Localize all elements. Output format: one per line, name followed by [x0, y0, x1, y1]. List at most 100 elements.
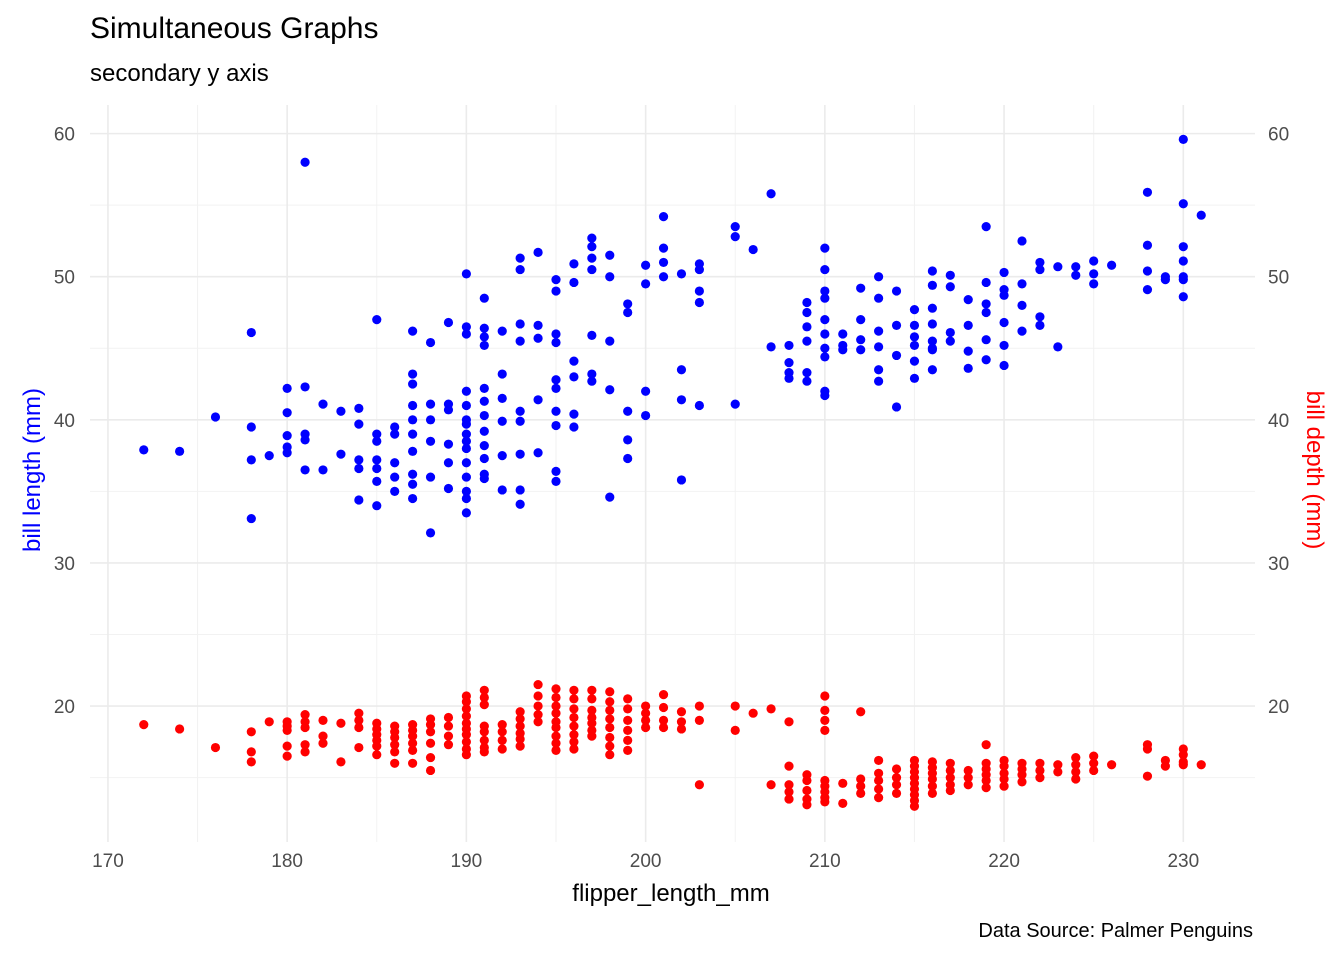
bill-length-point	[498, 485, 507, 494]
bill-length-point	[982, 355, 991, 364]
bill-length-point	[1179, 199, 1188, 208]
bill-length-point	[372, 437, 381, 446]
bill-length-point	[354, 464, 363, 473]
bill-length-point	[641, 261, 650, 270]
bill-depth-point	[569, 686, 578, 695]
bill-length-point	[1035, 265, 1044, 274]
bill-depth-point	[480, 700, 489, 709]
bill-length-point	[480, 384, 489, 393]
bill-length-point	[999, 318, 1008, 327]
bill-length-point	[1107, 261, 1116, 270]
bill-depth-point	[211, 743, 220, 752]
bill-depth-point	[551, 684, 560, 693]
bill-length-point	[444, 440, 453, 449]
bill-length-point	[551, 467, 560, 476]
bill-depth-point	[354, 723, 363, 732]
bill-length-point	[605, 493, 614, 502]
bill-length-point	[605, 337, 614, 346]
bill-depth-point	[659, 723, 668, 732]
bill-length-point	[999, 361, 1008, 370]
bill-length-point	[569, 422, 578, 431]
bill-length-point	[1179, 292, 1188, 301]
x-tick-label: 190	[451, 851, 483, 872]
bill-length-point	[659, 244, 668, 253]
bill-depth-point	[1143, 744, 1152, 753]
bill-length-point	[462, 508, 471, 517]
bill-depth-point	[766, 704, 775, 713]
bill-depth-point	[623, 726, 632, 735]
bill-depth-point	[1143, 772, 1152, 781]
bill-length-point	[372, 477, 381, 486]
bill-length-point	[1089, 256, 1098, 265]
bill-depth-point	[587, 732, 596, 741]
bill-depth-point	[820, 691, 829, 700]
bill-length-point	[605, 272, 614, 281]
x-axis-title: flipper_length_mm	[572, 880, 769, 907]
bill-length-point	[874, 342, 883, 351]
bill-length-point	[874, 272, 883, 281]
bill-length-point	[766, 342, 775, 351]
bill-length-point	[892, 286, 901, 295]
bill-length-point	[802, 308, 811, 317]
bill-length-point	[677, 269, 686, 278]
bill-length-point	[533, 395, 542, 404]
x-tick-label: 180	[271, 851, 303, 872]
bill-depth-point	[695, 780, 704, 789]
bill-length-point	[1017, 301, 1026, 310]
bill-length-point	[820, 244, 829, 253]
bill-length-point	[372, 501, 381, 510]
bill-depth-point	[892, 789, 901, 798]
bill-depth-point	[426, 753, 435, 762]
bill-depth-point	[265, 717, 274, 726]
bill-depth-point	[999, 782, 1008, 791]
bill-length-point	[480, 441, 489, 450]
bill-length-point	[300, 382, 309, 391]
bill-length-point	[444, 405, 453, 414]
bill-length-point	[749, 245, 758, 254]
bill-length-point	[802, 298, 811, 307]
bill-depth-point	[551, 746, 560, 755]
bill-length-point	[731, 222, 740, 231]
bill-depth-point	[784, 762, 793, 771]
bill-depth-point	[731, 701, 740, 710]
bill-length-point	[354, 455, 363, 464]
bill-length-point	[928, 304, 937, 313]
bill-length-point	[856, 345, 865, 354]
bill-length-point	[1035, 312, 1044, 321]
x-axis-ticks: 170 180 190 200 210 220 230	[92, 851, 1199, 872]
bill-length-point	[910, 332, 919, 341]
y-tick-label: 60	[54, 125, 75, 146]
bill-length-point	[516, 254, 525, 263]
bill-length-point	[498, 327, 507, 336]
bill-depth-point	[605, 733, 614, 742]
bill-depth-point	[695, 701, 704, 710]
bill-depth-point	[533, 691, 542, 700]
bill-depth-point	[874, 793, 883, 802]
bill-length-point	[498, 369, 507, 378]
bill-length-point	[874, 294, 883, 303]
bill-length-point	[784, 358, 793, 367]
bill-length-point	[1071, 262, 1080, 271]
bill-depth-point	[820, 716, 829, 725]
bill-depth-point	[838, 799, 847, 808]
x-tick-label: 170	[92, 851, 124, 872]
y-tick-label: 20	[54, 697, 75, 718]
bill-length-point	[551, 338, 560, 347]
bill-length-point	[820, 329, 829, 338]
bill-length-point	[641, 279, 650, 288]
bill-depth-point	[569, 713, 578, 722]
bill-length-point	[928, 345, 937, 354]
bill-length-point	[480, 294, 489, 303]
bill-length-point	[1071, 271, 1080, 280]
bill-length-point	[247, 514, 256, 523]
bill-depth-point	[695, 716, 704, 725]
y2-tick-label: 30	[1268, 554, 1289, 575]
bill-depth-point	[1035, 773, 1044, 782]
bill-length-point	[462, 401, 471, 410]
bill-length-point	[1035, 321, 1044, 330]
bill-length-point	[569, 278, 578, 287]
bill-length-point	[999, 341, 1008, 350]
bill-length-point	[1143, 266, 1152, 275]
bill-length-point	[1053, 262, 1062, 271]
